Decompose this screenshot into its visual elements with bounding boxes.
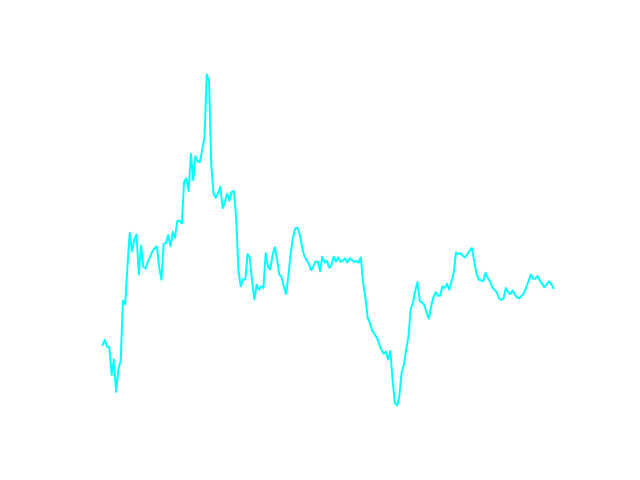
series-line-0 — [101, 73, 555, 407]
